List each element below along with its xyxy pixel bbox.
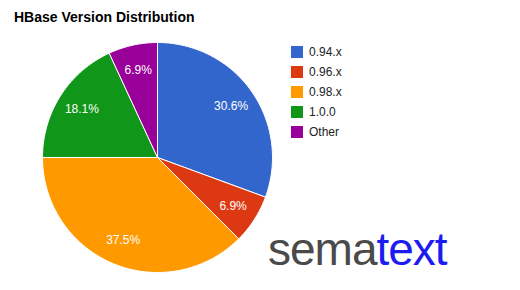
html-text:0.98.x: 0.98.x <box>309 85 342 99</box>
html-text:0.96.x: 0.96.x <box>309 65 342 79</box>
svg-text:6.9%: 6.9% <box>219 199 247 213</box>
html-text:HBase Version Distribution: HBase Version Distribution <box>14 9 195 25</box>
svg-text:37.5%: 37.5% <box>106 233 140 247</box>
svg-text:6.9%: 6.9% <box>125 63 153 77</box>
html-text:0.94.x: 0.94.x <box>309 45 342 59</box>
svg-text:30.6%: 30.6% <box>214 99 248 113</box>
svg-text:18.1%: 18.1% <box>65 102 99 116</box>
html-text:Other: Other <box>309 125 339 139</box>
html-text:1.0.0: 1.0.0 <box>309 105 336 119</box>
html-text:sema text: sema text <box>268 223 447 275</box>
